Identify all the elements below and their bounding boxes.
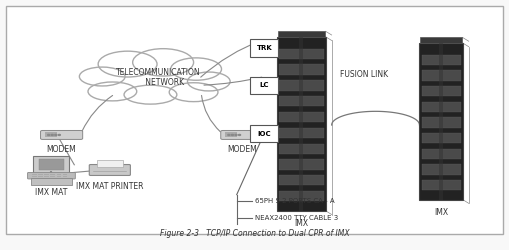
- Text: IMX: IMX: [434, 208, 448, 217]
- Text: MODEM: MODEM: [227, 145, 257, 154]
- Text: LC: LC: [260, 82, 269, 88]
- Bar: [279, 48, 324, 59]
- FancyBboxPatch shape: [41, 130, 82, 140]
- FancyBboxPatch shape: [221, 130, 263, 140]
- Bar: [278, 31, 325, 37]
- Bar: [45, 132, 56, 138]
- Bar: [279, 112, 324, 122]
- Ellipse shape: [88, 82, 137, 101]
- Ellipse shape: [169, 83, 218, 102]
- Bar: [421, 133, 461, 143]
- Bar: [63, 174, 67, 176]
- Text: MODEM: MODEM: [47, 145, 76, 154]
- Ellipse shape: [171, 58, 221, 80]
- Bar: [279, 128, 324, 138]
- Circle shape: [239, 134, 241, 136]
- FancyBboxPatch shape: [89, 164, 130, 175]
- Bar: [50, 174, 55, 176]
- Bar: [421, 55, 461, 65]
- Bar: [279, 96, 324, 106]
- Ellipse shape: [133, 49, 193, 76]
- Circle shape: [55, 134, 57, 136]
- Bar: [421, 86, 461, 96]
- Ellipse shape: [124, 85, 177, 104]
- FancyBboxPatch shape: [34, 156, 69, 173]
- Bar: [279, 175, 324, 186]
- Text: IMX MAT: IMX MAT: [35, 188, 68, 198]
- Circle shape: [235, 134, 237, 136]
- FancyBboxPatch shape: [27, 172, 75, 179]
- Ellipse shape: [187, 72, 230, 91]
- Text: TELECOMMUNICATION
      NETWORK: TELECOMMUNICATION NETWORK: [116, 68, 201, 87]
- Bar: [39, 159, 64, 170]
- Text: FUSION LINK: FUSION LINK: [340, 70, 388, 79]
- Circle shape: [232, 134, 234, 136]
- FancyBboxPatch shape: [31, 178, 72, 185]
- Bar: [32, 176, 37, 178]
- Bar: [279, 159, 324, 170]
- Bar: [250, 76, 278, 94]
- Bar: [299, 37, 303, 211]
- Bar: [439, 43, 443, 200]
- Bar: [44, 174, 49, 176]
- Bar: [279, 144, 324, 154]
- FancyBboxPatch shape: [97, 160, 123, 166]
- Bar: [56, 174, 61, 176]
- Circle shape: [48, 134, 50, 136]
- Bar: [250, 125, 278, 142]
- Ellipse shape: [98, 51, 157, 77]
- Text: IMX MAT PRINTER: IMX MAT PRINTER: [76, 182, 144, 191]
- Bar: [421, 117, 461, 128]
- Bar: [421, 149, 461, 159]
- Bar: [279, 191, 324, 201]
- Bar: [279, 80, 324, 90]
- Bar: [44, 176, 49, 178]
- Bar: [421, 70, 461, 80]
- Bar: [225, 132, 237, 138]
- Bar: [50, 176, 55, 178]
- Text: 65PH S 2 PORTS CA - A: 65PH S 2 PORTS CA - A: [254, 198, 334, 204]
- Bar: [56, 176, 61, 178]
- Text: TRK: TRK: [257, 45, 272, 51]
- Circle shape: [228, 134, 230, 136]
- Circle shape: [59, 134, 61, 136]
- Bar: [419, 43, 463, 200]
- Text: Figure 2-3   TCP/IP Connection to Dual CPR of IMX: Figure 2-3 TCP/IP Connection to Dual CPR…: [160, 229, 349, 238]
- Text: NEAX2400 TTY CABLE 3: NEAX2400 TTY CABLE 3: [254, 215, 338, 221]
- Bar: [279, 64, 324, 75]
- Text: IMX: IMX: [294, 220, 308, 228]
- Bar: [38, 174, 43, 176]
- Bar: [420, 38, 462, 43]
- Bar: [421, 164, 461, 174]
- Bar: [63, 176, 67, 178]
- Bar: [277, 37, 326, 211]
- FancyBboxPatch shape: [6, 6, 503, 234]
- Ellipse shape: [79, 67, 125, 86]
- Text: IOC: IOC: [258, 131, 271, 137]
- Bar: [38, 176, 43, 178]
- Bar: [250, 39, 278, 57]
- Circle shape: [51, 134, 53, 136]
- Bar: [32, 174, 37, 176]
- Bar: [421, 180, 461, 190]
- Bar: [421, 102, 461, 112]
